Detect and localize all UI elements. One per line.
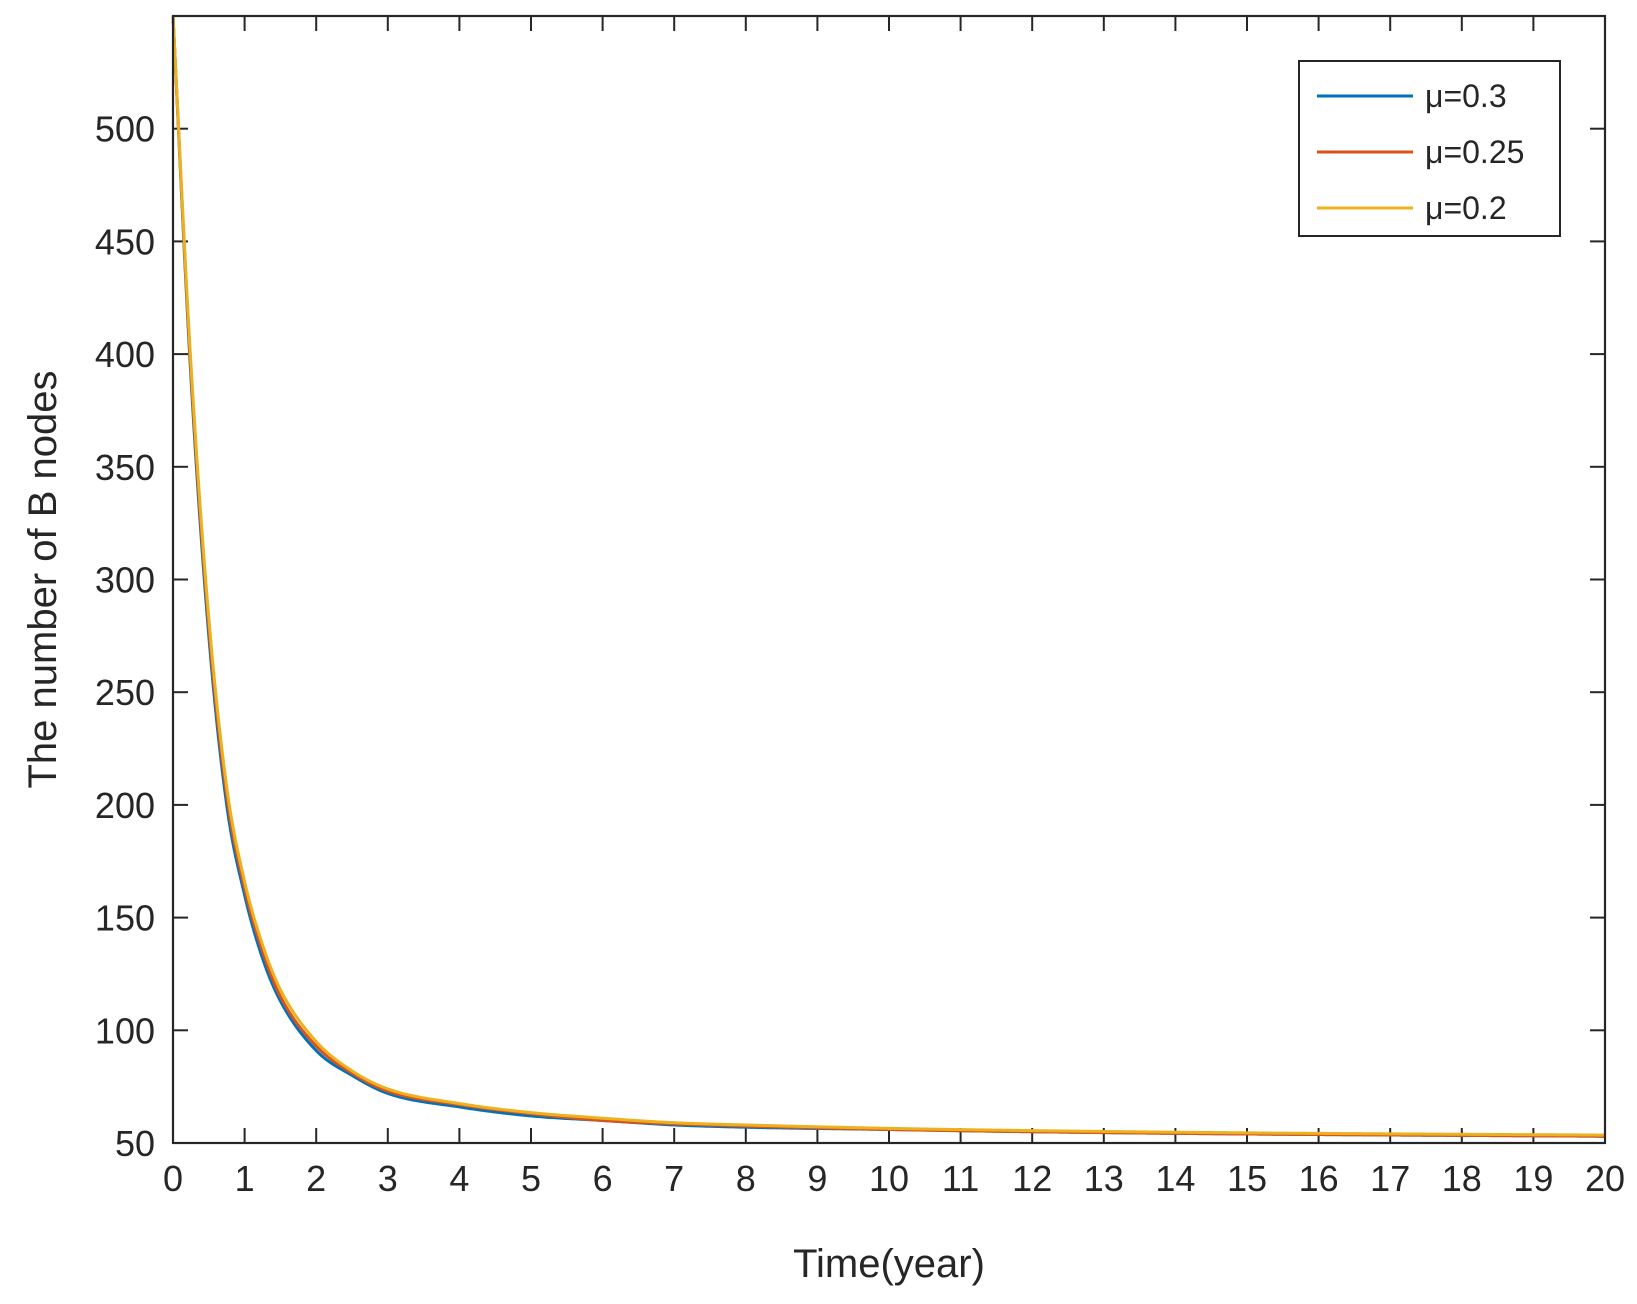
- x-tick-label: 12: [1012, 1158, 1052, 1199]
- x-tick-label: 14: [1155, 1158, 1195, 1199]
- x-tick-label: 6: [593, 1158, 613, 1199]
- x-tick-label: 4: [449, 1158, 469, 1199]
- y-tick-label: 50: [115, 1123, 155, 1164]
- y-tick-label: 100: [95, 1010, 155, 1051]
- x-tick-label: 1: [235, 1158, 255, 1199]
- legend-label-3: μ=0.2: [1425, 190, 1507, 226]
- legend: μ=0.3 μ=0.25 μ=0.2: [1298, 60, 1561, 237]
- y-tick-label: 400: [95, 334, 155, 375]
- x-tick-label: 2: [306, 1158, 326, 1199]
- x-tick-label: 15: [1227, 1158, 1267, 1199]
- y-tick-label: 500: [95, 109, 155, 150]
- x-tick-label: 16: [1299, 1158, 1339, 1199]
- series-line-3: [171, 14, 1606, 1137]
- y-tick-label: 200: [95, 785, 155, 826]
- y-tick-label: 250: [95, 672, 155, 713]
- x-tick-labels: 0 1 2 3 4 5 6 7 8 9 10 11 12 13 14 15 16 17 18 19 20: [163, 1158, 1625, 1199]
- x-tick-label: 20: [1585, 1158, 1625, 1199]
- y-tick-labels: 50 100 150 200 250 300 350 400 450 500: [95, 109, 155, 1164]
- plot-area-frame: [171, 14, 1607, 1145]
- x-tick-label: 18: [1442, 1158, 1482, 1199]
- x-tick-label: 5: [521, 1158, 541, 1199]
- y-tick-label: 450: [95, 221, 155, 262]
- x-axis-label: Time(year): [793, 1242, 985, 1286]
- x-tick-label: 13: [1084, 1158, 1124, 1199]
- series-lines: [171, 14, 1606, 1138]
- x-tick-label: 3: [378, 1158, 398, 1199]
- x-tick-label: 0: [163, 1158, 183, 1199]
- legend-label-2: μ=0.25: [1425, 134, 1524, 170]
- x-tick-label: 8: [736, 1158, 756, 1199]
- y-tick-label: 300: [95, 560, 155, 601]
- y-tick-label: 150: [95, 898, 155, 939]
- y-axis-label: The number of B nodes: [21, 370, 65, 788]
- x-tick-label: 10: [869, 1158, 909, 1199]
- x-tick-label: 19: [1513, 1158, 1553, 1199]
- x-tick-label: 17: [1370, 1158, 1410, 1199]
- x-tick-label: 11: [942, 1158, 979, 1199]
- x-tick-label: 7: [664, 1158, 684, 1199]
- x-tick-label: 9: [807, 1158, 827, 1199]
- legend-label-1: μ=0.3: [1425, 78, 1507, 114]
- y-tick-label: 350: [95, 447, 155, 488]
